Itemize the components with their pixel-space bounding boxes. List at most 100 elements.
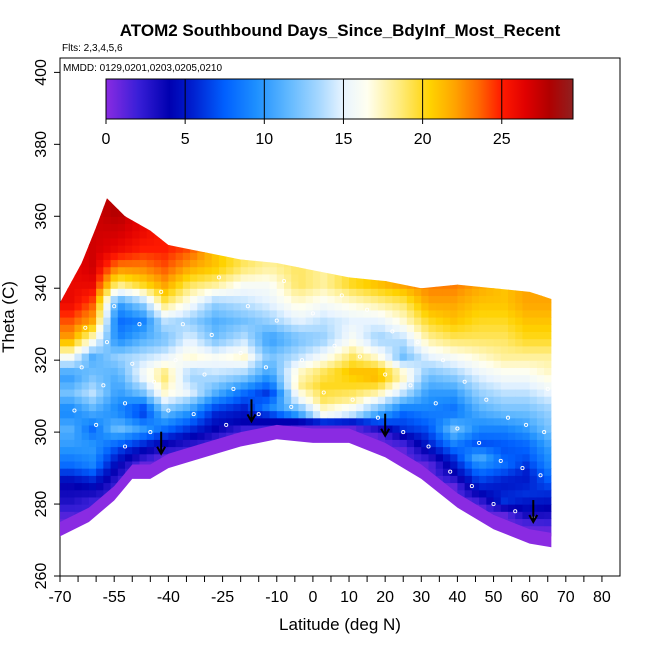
heatmap-cell [284,410,292,419]
heatmap-cell [479,252,487,261]
heatmap-cell [536,331,545,340]
heatmap-cell [139,230,148,239]
heatmap-cell [327,388,336,397]
heatmap-cell [450,198,459,203]
heatmap-cell [450,237,459,246]
heatmap-cell [175,295,184,304]
heatmap-cell [320,496,328,505]
heatmap-cell [529,302,538,311]
heatmap-cell [349,482,357,491]
heatmap-cell [262,331,271,340]
heatmap-cell [60,446,68,455]
heatmap-cell [182,281,191,289]
heatmap-cell [500,309,509,318]
heatmap-cell [522,410,531,419]
heatmap-cell [551,245,559,253]
heatmap-cell [435,324,444,332]
heatmap-cell [428,309,437,318]
heatmap-cell [500,302,509,311]
heatmap-cell [284,281,292,289]
heatmap-cell [291,410,300,419]
heatmap-cell [110,223,119,232]
heatmap-cell [428,504,437,512]
heatmap-cell [493,496,502,505]
heatmap-cell [226,489,235,498]
heatmap-cell [450,367,459,376]
heatmap-cell [262,468,271,476]
heatmap-cell [341,360,350,368]
heatmap-cell [522,446,531,455]
heatmap-cell [536,388,545,397]
heatmap-cell [276,198,285,203]
heatmap-cell [508,388,516,397]
heatmap-cell [356,374,365,383]
heatmap-cell [544,188,552,196]
heatmap-cell [168,396,177,404]
heatmap-cell [500,381,509,390]
heatmap-cell [363,273,372,282]
heatmap-cell [197,266,206,275]
heatmap-cell [182,496,191,505]
heatmap-cell [356,302,365,311]
heatmap-cell [428,259,437,268]
heatmap-cell [226,288,235,297]
heatmap-cell [132,223,141,232]
heatmap-cell [276,518,285,527]
heatmap-cell [356,281,365,289]
heatmap-cell [88,532,97,537]
heatmap-cell [471,317,480,325]
heatmap-cell [146,245,155,253]
heatmap-cell [312,259,321,268]
heatmap-cell [60,360,68,368]
heatmap-cell [211,504,220,512]
heatmap-cell [146,281,155,289]
heatmap-cell [392,504,401,512]
heatmap-cell [399,345,408,354]
heatmap-cell [450,223,459,232]
heatmap-cell [204,252,213,261]
heatmap-cell [125,309,133,318]
heatmap-cell [291,345,300,354]
heatmap-cell [551,367,559,375]
heatmap-cell [197,460,206,469]
heatmap-cell [442,338,451,347]
heatmap-cell [334,360,343,368]
heatmap-cell [385,230,393,239]
heatmap-cell [414,302,422,311]
heatmap-cell [96,237,104,246]
heatmap-cell [291,237,300,246]
heatmap-cell [125,403,133,412]
heatmap-cell [262,374,271,383]
observation-point [281,278,287,284]
heatmap-cell [406,245,415,253]
heatmap-cell [168,424,177,433]
heatmap-cell [175,489,184,498]
heatmap-cell [262,252,271,261]
heatmap-cell [428,245,437,253]
heatmap-cell [327,374,336,383]
heatmap-cell [327,352,336,361]
heatmap-cell [111,188,119,196]
observation-point [513,509,518,514]
heatmap-cell [536,446,545,455]
heatmap-cell [132,266,141,275]
heatmap-cell [515,331,524,340]
heatmap-cell [240,475,249,484]
heatmap-cell [269,209,278,217]
heatmap-cell [175,424,184,433]
heatmap-cell [500,511,509,520]
heatmap-cell [218,381,227,390]
heatmap-cell [190,252,198,261]
heatmap-cell [60,345,68,354]
heatmap-cell [67,511,76,520]
heatmap-cell [377,317,386,325]
heatmap-cell [60,259,68,268]
heatmap-cell [298,496,307,505]
heatmap-cell [182,396,191,404]
heatmap-cell [464,237,473,246]
heatmap-cell [103,188,111,196]
heatmap-cell [385,288,393,297]
heatmap-cell [320,403,328,412]
heatmap-cell [341,209,350,217]
heatmap-cell [117,338,126,347]
